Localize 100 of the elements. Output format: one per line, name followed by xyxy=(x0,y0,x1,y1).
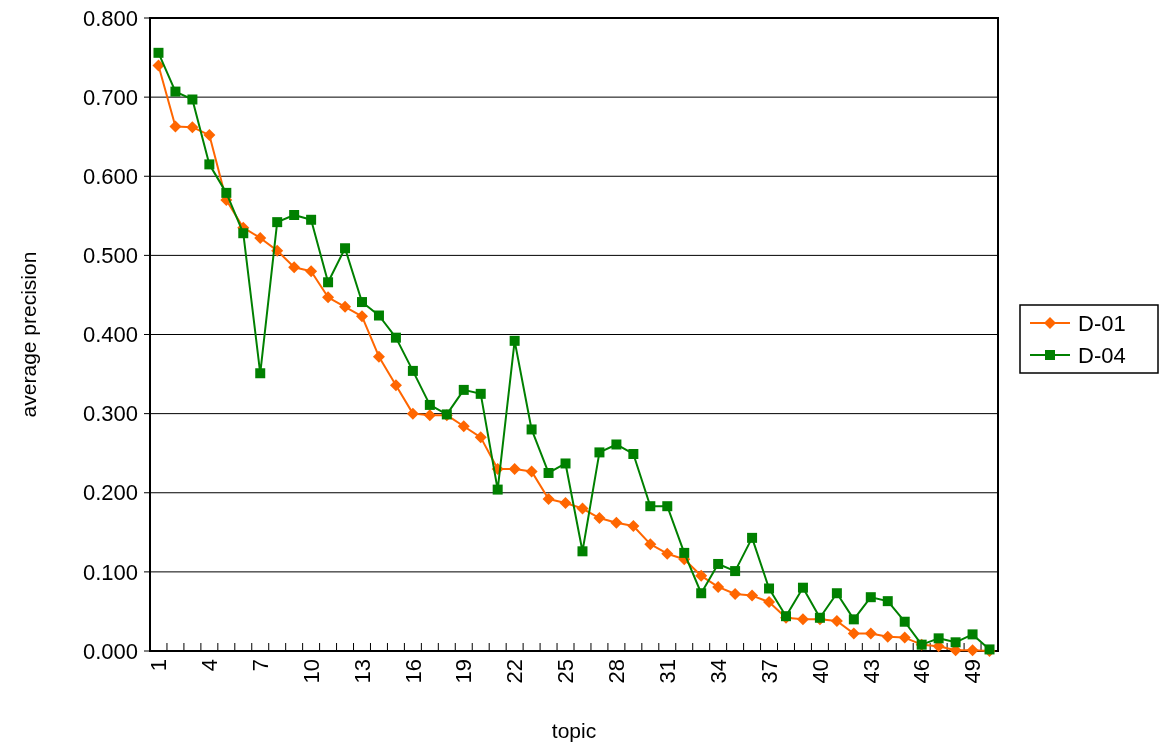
point xyxy=(679,547,690,558)
point xyxy=(357,297,367,308)
point xyxy=(898,631,911,644)
x-tick-label: 4 xyxy=(197,659,223,672)
point xyxy=(746,589,759,602)
point xyxy=(204,159,215,170)
x-tick-label: 34 xyxy=(705,659,731,684)
x-tick-label: 46 xyxy=(909,659,935,684)
y-tick-label: 0.100 xyxy=(82,559,138,585)
point xyxy=(389,379,402,392)
point xyxy=(272,217,283,228)
point xyxy=(797,582,808,593)
point xyxy=(661,547,674,560)
point xyxy=(627,519,640,532)
point xyxy=(730,566,741,577)
point xyxy=(696,588,707,599)
x-tick-label: 31 xyxy=(654,659,680,684)
point xyxy=(610,516,623,529)
point xyxy=(390,332,401,343)
y-tick-label: 0.200 xyxy=(82,480,138,506)
point xyxy=(492,484,503,495)
point xyxy=(611,439,622,450)
x-tick-label: 7 xyxy=(247,659,273,672)
point xyxy=(169,120,182,133)
point xyxy=(407,365,418,376)
x-tick-label: 43 xyxy=(858,659,884,684)
point xyxy=(187,94,198,105)
point xyxy=(729,588,742,601)
point xyxy=(474,431,487,444)
point xyxy=(882,596,893,607)
point xyxy=(526,424,537,435)
point xyxy=(373,310,384,321)
point xyxy=(764,583,775,594)
point xyxy=(508,463,521,476)
x-tick-label: 13 xyxy=(349,659,375,684)
y-tick-label: 0.700 xyxy=(82,84,138,110)
point xyxy=(340,243,351,254)
point xyxy=(458,384,469,395)
point xyxy=(881,630,894,643)
x-axis-title: topic xyxy=(551,719,597,742)
point xyxy=(238,228,249,239)
point xyxy=(289,210,300,221)
point xyxy=(203,129,216,142)
point xyxy=(372,350,385,363)
point xyxy=(543,467,554,478)
x-tick-label: 28 xyxy=(604,659,630,684)
point xyxy=(864,627,877,640)
y-tick-label: 0.000 xyxy=(82,638,138,664)
x-tick-label: 10 xyxy=(298,659,324,684)
point xyxy=(356,310,368,323)
point xyxy=(254,231,267,244)
point xyxy=(305,265,318,278)
y-tick-label: 0.300 xyxy=(82,401,138,427)
point xyxy=(186,121,199,134)
point xyxy=(170,86,181,97)
x-tick-label: 40 xyxy=(807,659,833,684)
point xyxy=(593,512,606,525)
x-tick-label: 16 xyxy=(400,659,426,684)
y-tick-label: 0.600 xyxy=(82,163,138,189)
x-tick-label: 22 xyxy=(502,659,528,684)
point xyxy=(933,633,944,644)
x-tick-label: 49 xyxy=(960,659,986,684)
y-axis-title: average precision xyxy=(17,251,40,418)
point xyxy=(560,458,571,469)
point xyxy=(306,214,317,225)
point xyxy=(559,497,572,510)
point xyxy=(865,592,876,603)
point xyxy=(525,465,538,478)
point xyxy=(153,47,164,58)
legend-label: D-04 xyxy=(1078,342,1126,368)
point xyxy=(763,595,776,608)
point xyxy=(457,420,470,433)
point xyxy=(509,335,520,346)
x-tick-label: 1 xyxy=(146,659,172,672)
point xyxy=(424,399,435,410)
point xyxy=(542,493,555,506)
x-tick-label: 25 xyxy=(553,659,579,684)
legend-label: D-01 xyxy=(1078,310,1126,336)
y-tick-label: 0.400 xyxy=(82,322,138,348)
point xyxy=(796,613,809,626)
point xyxy=(950,637,961,648)
point xyxy=(322,291,335,304)
point xyxy=(712,580,725,593)
point xyxy=(966,644,979,657)
point xyxy=(747,532,758,543)
x-tick-label: 19 xyxy=(451,659,477,684)
point xyxy=(221,187,232,198)
point xyxy=(899,616,910,627)
point xyxy=(594,447,605,458)
point xyxy=(847,627,860,640)
point xyxy=(423,409,436,422)
point xyxy=(831,588,842,599)
point xyxy=(713,558,724,569)
point xyxy=(695,569,708,582)
point xyxy=(628,448,639,459)
point xyxy=(830,614,843,627)
point xyxy=(152,59,165,72)
point xyxy=(339,300,352,313)
point xyxy=(255,368,266,379)
y-tick-label: 0.500 xyxy=(82,243,138,269)
